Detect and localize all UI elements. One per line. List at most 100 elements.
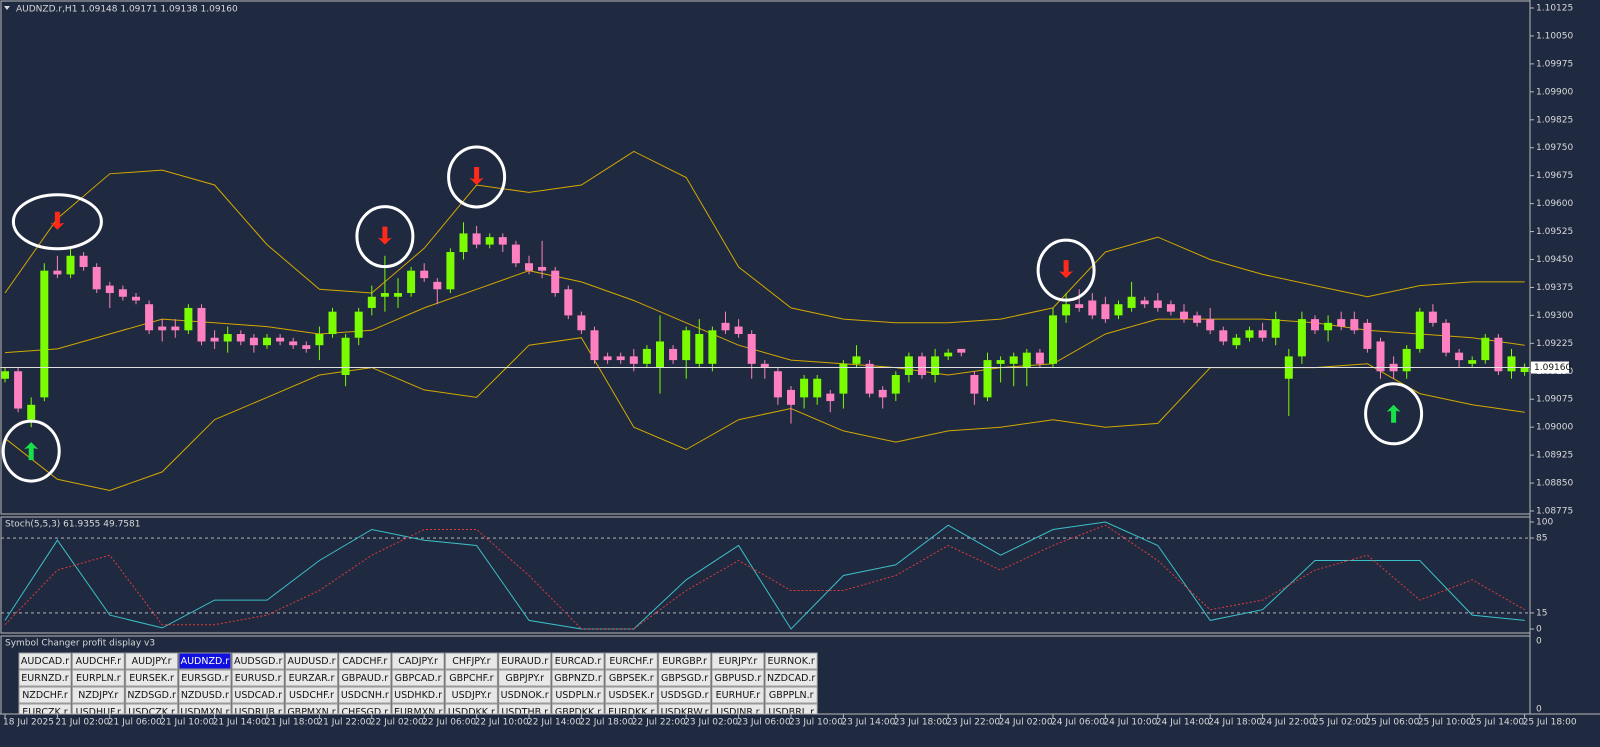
symbol-button[interactable] — [711, 686, 765, 704]
x-tick-label: 22 Jul 14:00 — [527, 718, 581, 728]
symbol-button-label: USDDKK.r — [448, 707, 495, 718]
candle-body — [118, 289, 127, 297]
symbol-button[interactable] — [338, 686, 392, 704]
symbol-button[interactable] — [391, 652, 445, 670]
symbol-button[interactable] — [764, 669, 818, 687]
symbol-button-label: AUDNZD.r — [181, 656, 230, 667]
symbol-button[interactable] — [658, 669, 712, 687]
current-price-box — [1531, 361, 1569, 374]
symbol-button[interactable] — [71, 686, 125, 704]
symbol-button[interactable] — [391, 669, 445, 687]
symbol-button[interactable] — [551, 669, 605, 687]
symbol-button[interactable] — [285, 686, 338, 704]
symbol-button[interactable] — [604, 652, 658, 670]
highlight-circle — [1036, 238, 1096, 302]
y-tick-label: 1.09075 — [1536, 395, 1573, 405]
symbol-button-label: EURCAD.r — [555, 656, 602, 667]
candle-body — [236, 334, 245, 342]
symbol-button[interactable] — [711, 652, 765, 670]
symbol-button[interactable] — [604, 669, 658, 687]
candle-body — [1271, 319, 1280, 338]
symbol-button[interactable] — [551, 686, 605, 704]
symbol-button[interactable] — [285, 652, 338, 670]
symbol-button-label: GBPNZD.r — [554, 673, 602, 684]
symbol-button[interactable] — [125, 652, 179, 670]
x-tick-label: 23 Jul 22:00 — [946, 718, 1000, 728]
candle-body — [1193, 315, 1202, 323]
candle-body — [1, 371, 9, 379]
candle-body — [904, 356, 913, 376]
symbol-button[interactable] — [231, 669, 285, 687]
candle-body — [1035, 352, 1044, 364]
buy-arrow — [24, 442, 39, 461]
symbol-button[interactable] — [18, 669, 72, 687]
buy-arrow — [1386, 404, 1401, 423]
symbol-button[interactable] — [285, 669, 338, 687]
x-tick-label: 24 Jul 02:00 — [999, 718, 1053, 728]
candle-body — [669, 348, 678, 361]
symbol-button[interactable] — [18, 652, 72, 670]
symbol-button[interactable] — [178, 669, 232, 687]
stoch-line — [4, 524, 1525, 630]
y-tick-label: 1.09675 — [1536, 171, 1573, 181]
symbol-button[interactable] — [231, 652, 285, 670]
candle-body — [1363, 322, 1372, 349]
symbol-button-label: GBPCHF.r — [449, 673, 493, 684]
symbol-button[interactable] — [711, 669, 765, 687]
symbol-button[interactable] — [498, 686, 552, 704]
candle-body — [249, 337, 258, 346]
x-tick-label: 24 Jul 10:00 — [1103, 718, 1157, 728]
band-upper — [4, 150, 1525, 324]
symbol-button[interactable] — [444, 686, 498, 704]
symbol-button[interactable] — [178, 652, 232, 670]
symbol-button[interactable] — [444, 652, 498, 670]
symbol-button-label: GBPSEK.r — [609, 673, 654, 684]
symbol-button-label: GBPAUD.r — [341, 673, 388, 684]
symbol-button[interactable] — [764, 686, 818, 704]
candle-body — [944, 352, 953, 357]
symbol-button[interactable] — [551, 652, 605, 670]
candle-body — [459, 233, 468, 253]
symbol-button[interactable] — [658, 652, 712, 670]
x-tick-label: 23 Jul 18:00 — [894, 718, 948, 728]
candle-body — [328, 311, 337, 335]
symbol-button-label: EURNOK.r — [768, 656, 815, 667]
candle-body — [1114, 304, 1123, 316]
symbol-button[interactable] — [231, 686, 285, 704]
candle-body — [341, 337, 350, 376]
symbol-button[interactable] — [125, 669, 179, 687]
symbol-button[interactable] — [658, 686, 712, 704]
symbol-button[interactable] — [498, 652, 552, 670]
symbol-button[interactable] — [71, 652, 125, 670]
symbol-button[interactable] — [18, 686, 72, 704]
symbol-button[interactable] — [338, 669, 392, 687]
candle-body — [1494, 337, 1503, 372]
candle-body — [367, 296, 376, 308]
candle-body — [53, 270, 62, 275]
symbol-button-label: USDBRL.r — [768, 707, 814, 718]
symbol-button[interactable] — [604, 686, 658, 704]
symbol-button[interactable] — [498, 669, 552, 687]
symbol-button[interactable] — [391, 686, 445, 704]
y-tick-label: 15 — [1536, 608, 1547, 618]
symbol-button[interactable] — [444, 669, 498, 687]
symbol-button-label: EURZAR.r — [289, 673, 335, 684]
symbol-button[interactable] — [338, 652, 392, 670]
symbol-button[interactable] — [178, 686, 232, 704]
x-tick-label: 23 Jul 06:00 — [737, 718, 791, 728]
candle-body — [1166, 304, 1175, 312]
symbol-button[interactable] — [71, 669, 125, 687]
y-tick-label: 1.09750 — [1536, 143, 1573, 153]
candle-body — [145, 304, 154, 331]
candle-body — [1049, 315, 1057, 364]
symbol-button-label: GBPMXN.r — [287, 707, 335, 718]
current-price-label: 1.09160 — [1534, 363, 1571, 373]
candle-body — [289, 341, 298, 346]
y-tick-label: 1.09600 — [1536, 199, 1573, 209]
x-tick-label: 25 Jul 10:00 — [1418, 718, 1472, 728]
symbol-button[interactable] — [125, 686, 179, 704]
symbol-button[interactable] — [764, 652, 818, 670]
symbol-button-label: GBPJPY.r — [505, 673, 544, 684]
y-tick-label: 1.09975 — [1536, 59, 1573, 69]
